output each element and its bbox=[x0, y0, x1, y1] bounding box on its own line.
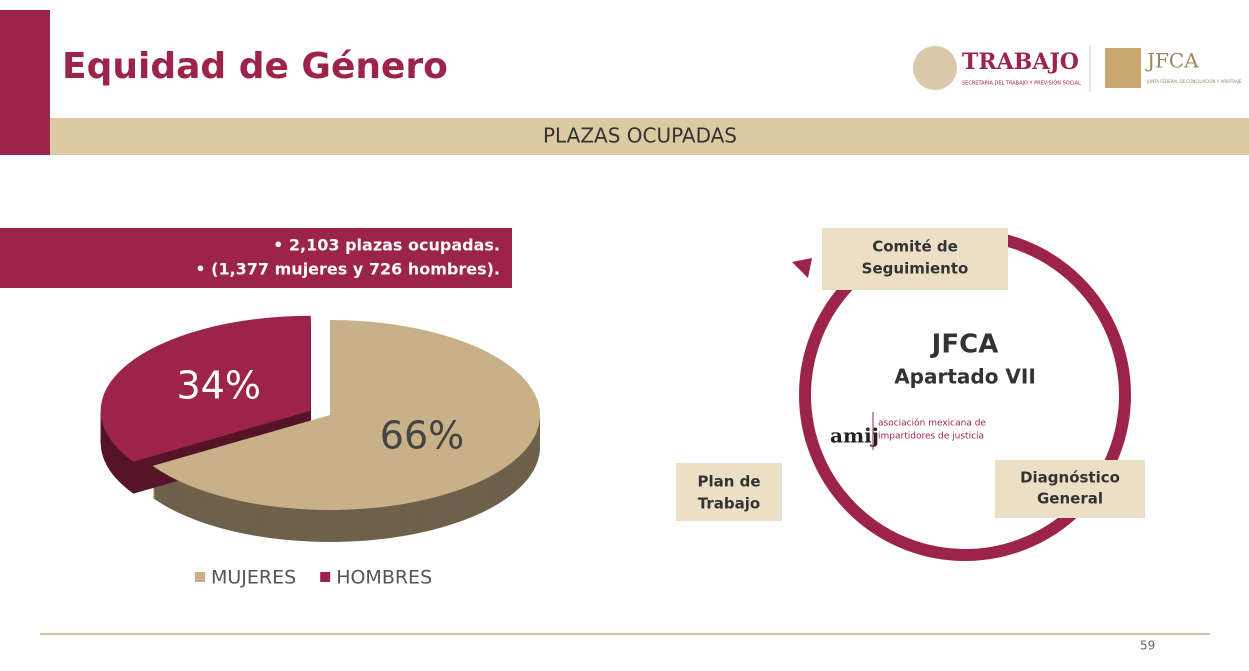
banner-text: PLAZAS OCUPADAS bbox=[543, 124, 737, 148]
logo-name: TRABAJO bbox=[962, 49, 1079, 75]
node-label: Comité de bbox=[872, 238, 958, 256]
legend-label: HOMBRES bbox=[336, 567, 432, 589]
node-label: General bbox=[1037, 490, 1103, 508]
legend-label: MUJERES bbox=[211, 567, 296, 589]
legend-swatch bbox=[320, 572, 331, 582]
amij-text: asociación mexicana de bbox=[878, 418, 986, 429]
value-label: 66% bbox=[380, 413, 464, 457]
banner bbox=[50, 118, 1249, 155]
center-text: Apartado VII bbox=[894, 365, 1036, 389]
node-label: Trabajo bbox=[698, 495, 760, 513]
amij-text: impartidores de justicia bbox=[878, 432, 984, 442]
seal bbox=[913, 46, 957, 90]
slice bbox=[100, 315, 311, 462]
node bbox=[822, 228, 1008, 290]
logo-sub: SECRETARÍA DEL TRABAJO Y PREVISIÓN SOCIA… bbox=[962, 80, 1081, 87]
amij-logo: amij bbox=[830, 424, 879, 448]
notes-box bbox=[0, 228, 512, 288]
node-label: Plan de bbox=[697, 473, 760, 491]
note: • 2,103 plazas ocupadas. bbox=[273, 236, 500, 255]
page-number: 59 bbox=[1140, 639, 1155, 653]
slice bbox=[152, 320, 540, 511]
center-text: JFCA bbox=[930, 330, 999, 360]
logo-sub: JUNTA FEDERAL DE CONCILIACIÓN Y ARBITRAJ… bbox=[1146, 79, 1242, 84]
title: Equidad de Género bbox=[62, 46, 448, 87]
node bbox=[676, 463, 782, 521]
side-bar bbox=[0, 10, 50, 155]
note: • (1,377 mujeres y 726 hombres). bbox=[195, 260, 500, 279]
value-label: 34% bbox=[176, 363, 260, 407]
node-label: Seguimiento bbox=[862, 260, 969, 278]
node bbox=[995, 460, 1145, 518]
arrow-head bbox=[792, 258, 812, 278]
node-label: Diagnóstico bbox=[1020, 469, 1120, 487]
legend-swatch bbox=[195, 572, 205, 582]
jfca-icon bbox=[1105, 48, 1141, 88]
logo-name: JFCA bbox=[1145, 49, 1199, 73]
